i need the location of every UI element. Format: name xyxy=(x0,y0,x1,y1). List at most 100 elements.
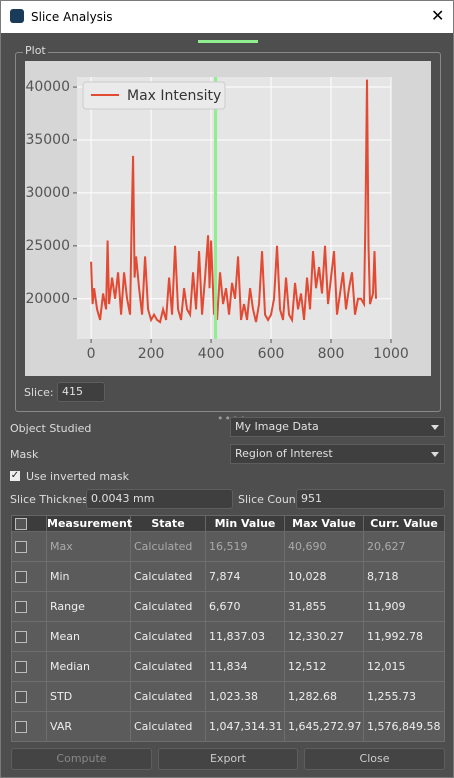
table-row: Min Calculated 7,874 10,028 8,718 xyxy=(11,561,445,592)
table-cell: Calculated xyxy=(130,531,206,562)
inverted-label: Use inverted mask xyxy=(26,470,129,483)
plot-group xyxy=(15,52,441,412)
y-tick-label: 40000 xyxy=(25,79,70,95)
table-cell: 6,670 xyxy=(205,591,285,622)
row-checkbox[interactable] xyxy=(15,720,27,733)
count-field[interactable]: 951 xyxy=(296,489,445,509)
table-cell: 12,015 xyxy=(363,651,445,682)
chart: 0 200 400 600 800 1000 20000 25000 30000 35000 400… xyxy=(25,61,431,376)
window-title: Slice Analysis xyxy=(31,10,113,24)
row-select[interactable] xyxy=(11,651,47,682)
table-cell: Calculated xyxy=(130,621,206,652)
x-tick-label: 600 xyxy=(258,346,285,362)
table-cell: 1,282.68 xyxy=(284,681,364,712)
table-cell: Mean xyxy=(46,621,131,652)
select-header[interactable] xyxy=(11,515,47,532)
row-select[interactable] xyxy=(11,531,47,562)
table-cell: 10,028 xyxy=(284,561,364,592)
x-tick-label: 800 xyxy=(318,346,345,362)
legend-label: Max Intensity xyxy=(127,88,221,104)
legend-box xyxy=(82,81,226,110)
table-row: VAR Calculated 1,047,314.31 1,645,272.97 1,5… xyxy=(11,711,445,742)
y-tick-label: 30000 xyxy=(25,185,70,201)
table-cell: 7,874 xyxy=(205,561,285,592)
table-cell: Max xyxy=(46,531,131,562)
row-select[interactable] xyxy=(11,681,47,712)
table-row: STD Calculated 1,023.38 1,282.68 1,255.73 xyxy=(11,681,445,712)
close-window[interactable]: ✕ xyxy=(431,6,445,25)
compute-button[interactable]: Compute xyxy=(11,748,152,770)
x-tick-label: 200 xyxy=(138,346,165,362)
row-checkbox[interactable] xyxy=(15,570,27,583)
title-bar: Slice Analysis ✕ xyxy=(1,1,453,33)
data-line xyxy=(90,79,378,324)
x-tick-label: 1000 xyxy=(373,346,409,362)
app-icon xyxy=(10,9,24,23)
row-select[interactable] xyxy=(11,711,47,742)
thickness-label: Slice Thickness xyxy=(10,493,94,506)
table-cell: 11,992.78 xyxy=(363,621,445,652)
column-header: Measurement xyxy=(46,515,133,532)
table-cell: 1,645,272.97 xyxy=(284,711,364,742)
table-cell: 11,909 xyxy=(363,591,445,622)
row-checkbox[interactable] xyxy=(15,630,27,643)
table-cell: VAR xyxy=(46,711,131,742)
table-cell: 40,690 xyxy=(284,531,364,562)
table-row: Mean Calculated 11,837.03 12,330.27 11,992.7… xyxy=(11,621,445,652)
table-cell: Calculated xyxy=(130,561,206,592)
table-cell: Calculated xyxy=(130,591,206,622)
splitter-handle[interactable] xyxy=(198,40,258,43)
row-checkbox[interactable] xyxy=(15,600,27,613)
table-row: Max Calculated 16,519 40,690 20,627 xyxy=(11,531,445,562)
column-header: Min Value xyxy=(205,515,285,532)
row-select[interactable] xyxy=(11,561,47,592)
plot-group-label: Plot xyxy=(23,44,48,57)
table-cell: 11,834 xyxy=(205,651,285,682)
table-cell: 31,855 xyxy=(284,591,364,622)
mask-combo[interactable]: Region of Interest xyxy=(230,444,445,464)
row-checkbox[interactable] xyxy=(15,690,27,703)
row-select[interactable] xyxy=(11,621,47,652)
x-tick-label: 0 xyxy=(87,346,96,362)
slice-spinbox[interactable]: 415 xyxy=(57,382,105,402)
measurement-table: Measurement State Min Value Max Value Curr. … xyxy=(11,515,445,742)
column-header: State xyxy=(130,515,206,532)
table-cell: 16,519 xyxy=(205,531,285,562)
row-checkbox[interactable] xyxy=(15,660,27,673)
thickness-field[interactable]: 0.0043 mm xyxy=(86,489,233,509)
count-label: Slice Count xyxy=(238,493,301,506)
table-cell: 12,330.27 xyxy=(284,621,364,652)
table-cell: 1,255.73 xyxy=(363,681,445,712)
table-cell: 11,837.03 xyxy=(205,621,285,652)
inverted-checkbox[interactable]: ✓ xyxy=(10,470,20,481)
table-cell: 20,627 xyxy=(363,531,445,562)
y-tick-label: 20000 xyxy=(25,291,70,307)
table-cell: Min xyxy=(46,561,131,592)
y-tick-label: 25000 xyxy=(25,238,70,254)
table-row: Range Calculated 6,670 31,855 11,909 xyxy=(11,591,445,622)
row-select[interactable] xyxy=(11,591,47,622)
table-cell: Calculated xyxy=(130,651,206,682)
table-cell: 12,512 xyxy=(284,651,364,682)
y-tick-label: 35000 xyxy=(25,132,70,148)
object-combo[interactable]: My Image Data xyxy=(230,417,445,437)
table-cell: 1,023.38 xyxy=(205,681,285,712)
mask-label: Mask xyxy=(10,448,39,461)
slice-label: Slice: xyxy=(24,386,54,399)
row-checkbox[interactable] xyxy=(15,540,27,553)
table-cell: Range xyxy=(46,591,131,622)
column-header: Curr. Value xyxy=(363,515,445,532)
export-button[interactable]: Export xyxy=(158,748,298,770)
table-cell: 1,047,314.31 xyxy=(205,711,285,742)
table-cell: STD xyxy=(46,681,131,712)
close-button[interactable]: Close xyxy=(304,748,445,770)
table-cell: Calculated xyxy=(130,681,206,712)
table-row: Median Calculated 11,834 12,512 12,015 xyxy=(11,651,445,682)
table-cell: 1,576,849.58 xyxy=(363,711,445,742)
table-cell: Median xyxy=(46,651,131,682)
table-cell: Calculated xyxy=(130,711,206,742)
column-header: Max Value xyxy=(284,515,364,532)
x-tick-label: 400 xyxy=(198,346,225,362)
plot-background xyxy=(77,77,391,339)
